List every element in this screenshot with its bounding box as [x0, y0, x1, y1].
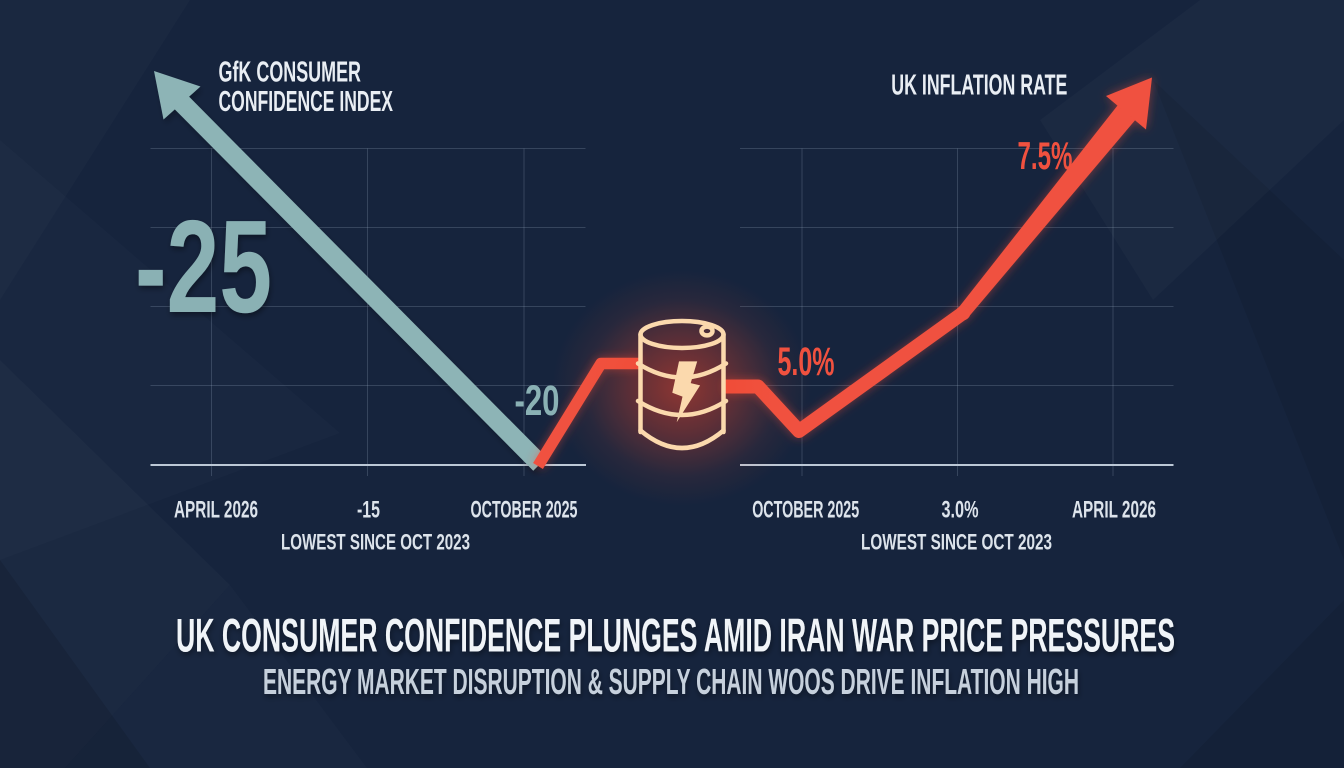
- svg-text:OCTOBER 2025: OCTOBER 2025: [471, 497, 578, 524]
- svg-text:ENERGY MARKET DISRUPTION & SUP: ENERGY MARKET DISRUPTION & SUPPLY CHAIN …: [263, 661, 1079, 702]
- svg-text:-20: -20: [515, 378, 560, 425]
- svg-text:APRIL 2026: APRIL 2026: [174, 497, 258, 524]
- svg-text:3.0%: 3.0%: [942, 497, 979, 524]
- svg-text:UK INFLATION RATE: UK INFLATION RATE: [891, 69, 1067, 101]
- svg-text:7.5%: 7.5%: [1018, 135, 1073, 178]
- svg-text:-15: -15: [357, 497, 380, 524]
- svg-text:-25: -25: [135, 193, 272, 340]
- svg-text:OCTOBER 2025: OCTOBER 2025: [752, 497, 859, 524]
- svg-text:LOWEST SINCE OCT 2023: LOWEST SINCE OCT 2023: [281, 530, 470, 555]
- svg-text:LOWEST SINCE OCT 2023: LOWEST SINCE OCT 2023: [861, 530, 1052, 555]
- svg-text:GfK CONSUMER: GfK CONSUMER: [219, 57, 362, 89]
- svg-text:5.0%: 5.0%: [778, 340, 835, 384]
- svg-text:CONFIDENCE INDEX: CONFIDENCE INDEX: [219, 86, 394, 118]
- svg-text:UK CONSUMER CONFIDENCE PLUNGES: UK CONSUMER CONFIDENCE PLUNGES AMID IRAN…: [176, 609, 1175, 662]
- svg-text:APRIL 2026: APRIL 2026: [1072, 497, 1156, 524]
